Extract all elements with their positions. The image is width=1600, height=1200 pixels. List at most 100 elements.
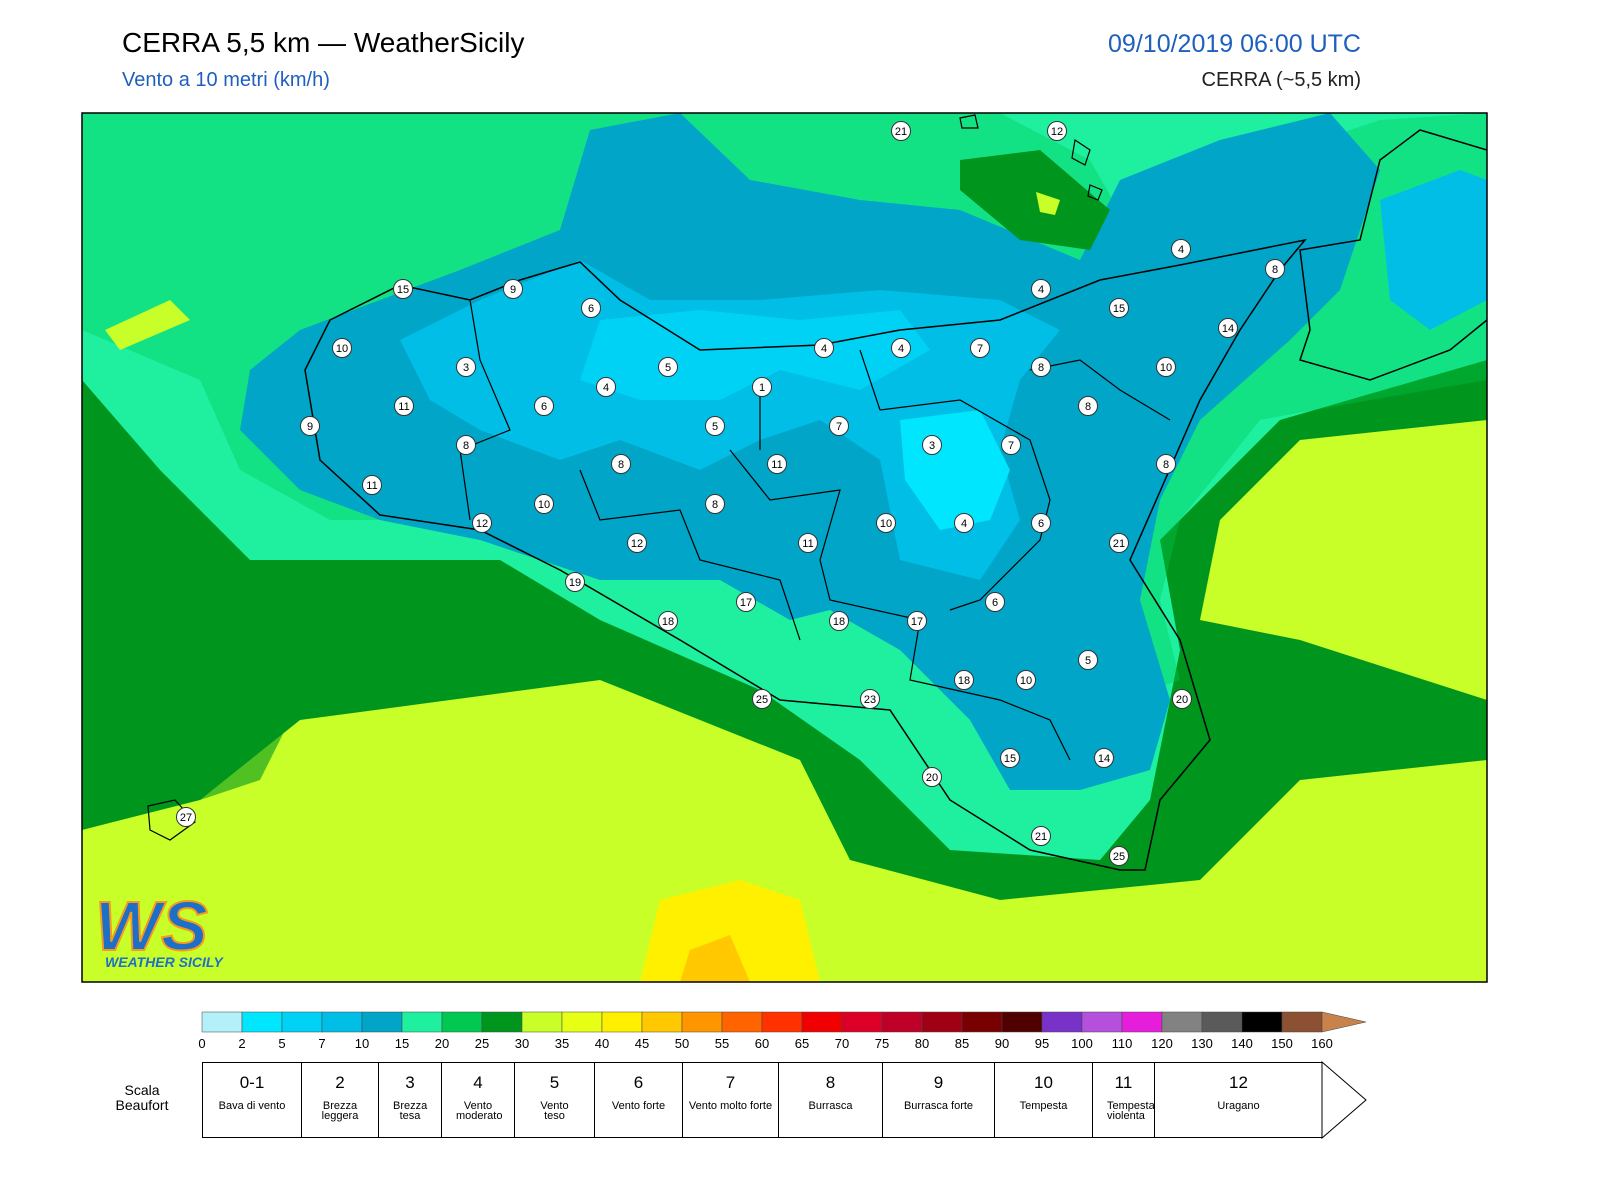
station-value: 12 [476,518,488,530]
colorbar-tick-label: 0 [198,1036,205,1051]
colorbar-tick-label: 70 [835,1036,849,1051]
colorbar-swatch [641,1011,683,1033]
colorbar-swatch [601,1011,643,1033]
station-marker [814,338,834,358]
colorbar-swatch [321,1011,363,1033]
station-value: 11 [802,538,813,550]
station-value: 8 [463,440,469,452]
model: CERRA (~5,5 km) [1202,69,1361,91]
colorbar-swatch [241,1011,283,1033]
beaufort-name: Tempesta violenta [1107,1100,1155,1122]
station-value: 18 [833,616,845,628]
colorbar-tick-label: 85 [955,1036,969,1051]
station-marker [1031,279,1051,299]
beaufort-force: 10 [1034,1073,1053,1092]
colorbar-swatch [1161,1011,1203,1033]
station-value: 17 [740,597,752,609]
station-marker [1156,357,1176,377]
station-value: 23 [864,694,876,706]
colorbar-tick-label: 55 [715,1036,729,1051]
station-marker [922,435,942,455]
station-value: 4 [898,343,904,355]
colorbar-swatch [281,1011,323,1033]
station-value: 15 [397,284,409,296]
beaufort-cell: 10 Tempesta [994,1062,1092,1138]
station-value: 9 [510,284,516,296]
colorbar-tick-label: 30 [515,1036,529,1051]
colorbar-tick-label: 100 [1071,1036,1093,1051]
colorbar-swatch [401,1011,443,1033]
beaufort-cell: 0-1 Bava di vento [202,1062,301,1138]
station-value: 4 [1038,284,1044,296]
station-value: 4 [603,382,609,394]
station-value: 11 [398,401,409,413]
beaufort-cell: 2 Brezza leggera [301,1062,378,1138]
station-marker [1031,513,1051,533]
station-marker [658,357,678,377]
station-value: 4 [961,518,967,530]
beaufort-name: Vento moderato [456,1100,503,1122]
beaufort-force: 9 [933,1073,944,1092]
colorbar-tick-label: 110 [1112,1036,1133,1051]
station-value: 6 [541,401,547,413]
colorbar-swatch [1241,1011,1283,1033]
station-value: 11 [771,459,782,471]
station-marker [534,494,554,514]
station-value: 8 [712,499,718,511]
colorbar-arrow [1321,1011,1367,1033]
logo-name: WEATHER SICILY [105,954,224,970]
station-value: 20 [1176,694,1188,706]
beaufort-cell: 9 Burrasca forte [882,1062,994,1138]
subtitle: Vento a 10 metri (km/h) [122,69,330,91]
beaufort-force: 0-1 [239,1073,265,1092]
beaufort-force: 11 [1114,1073,1133,1092]
beaufort-force: 5 [549,1073,560,1092]
beaufort-cell: 7 Vento molto forte [682,1062,778,1138]
colorbar-tick-label: 35 [555,1036,569,1051]
station-marker [752,689,772,709]
logo-letters: WS [95,887,208,965]
station-marker [1001,435,1021,455]
colorbar-tick-label: 95 [1035,1036,1049,1051]
station-marker [736,592,756,612]
colorbar-tick-label: 15 [395,1036,409,1051]
station-marker [1109,533,1129,553]
station-value: 15 [1004,753,1016,765]
station-marker [752,377,772,397]
station-marker [627,533,647,553]
station-marker [394,396,414,416]
station-value: 8 [1038,362,1044,374]
beaufort-force: 8 [825,1073,836,1092]
colorbar-swatch [561,1011,603,1033]
beaufort-name: Burrasca [808,1100,853,1112]
beaufort-force: 12 [1229,1073,1248,1092]
colorbar-swatch [881,1011,923,1033]
colorbar-tick-label: 90 [995,1036,1009,1051]
beaufort-cell: 11 Tempesta violenta [1092,1062,1155,1138]
station-marker [767,454,787,474]
station-value: 15 [1113,303,1125,315]
station-value: 18 [958,675,970,687]
colorbar-tick-label: 80 [915,1036,929,1051]
station-marker [907,611,927,631]
station-value: 5 [1085,655,1091,667]
title: CERRA 5,5 km — WeatherSicily [122,27,525,58]
station-marker [954,670,974,690]
station-value: 12 [631,538,643,550]
station-marker [1156,454,1176,474]
station-value: 10 [1160,362,1172,374]
station-marker [860,689,880,709]
station-value: 1 [759,382,765,394]
colorbar-tick-label: 60 [755,1036,769,1051]
station-value: 3 [463,362,469,374]
colorbar-swatch [841,1011,883,1033]
colorbar-tick-label: 65 [795,1036,809,1051]
colorbar-swatch [441,1011,483,1033]
colorbar-swatch [1001,1011,1043,1033]
beaufort-name: Brezza tesa [393,1100,428,1122]
colorbar-swatch [921,1011,963,1033]
beaufort-name: Vento forte [611,1100,666,1112]
station-value: 21 [1113,538,1125,550]
logo: WS WEATHER SICILY [94,886,224,970]
